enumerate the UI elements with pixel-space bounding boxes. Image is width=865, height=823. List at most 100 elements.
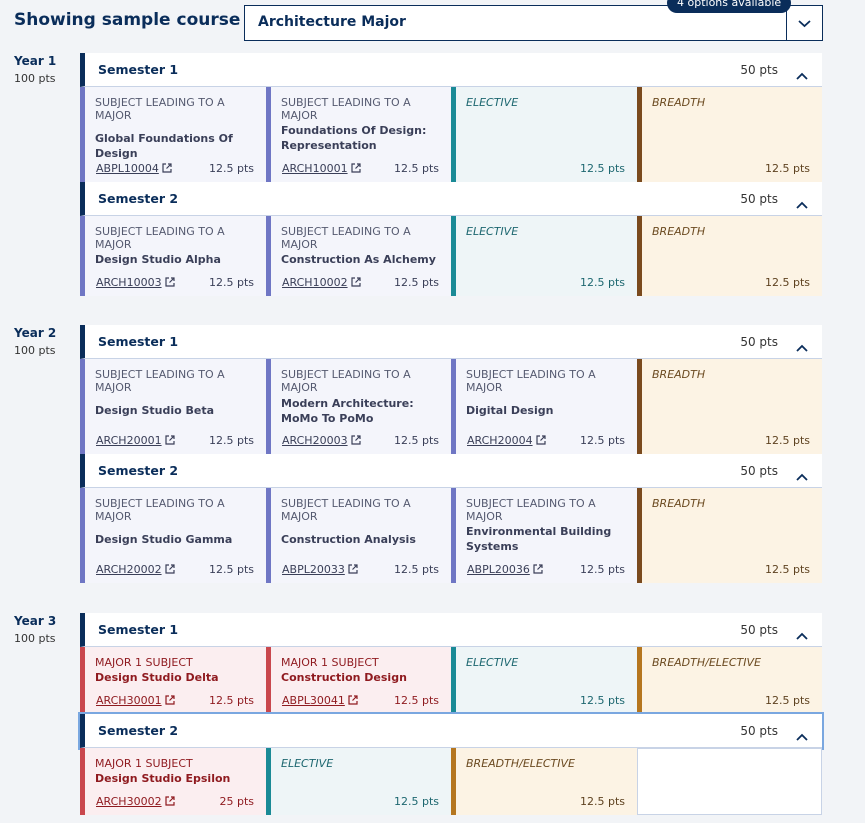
subject-points: 12.5 pts: [393, 795, 439, 808]
semester-points: 50 pts: [740, 192, 778, 206]
semester-header[interactable]: Semester 1 50 pts: [80, 53, 822, 87]
chevron-up: [796, 72, 808, 80]
subject-category: SUBJECT LEADING TO A MAJOR: [95, 96, 225, 122]
year-label: Year 3 100 pts: [14, 614, 56, 645]
subject-cell: SUBJECT LEADING TO A MAJOR Construction A…: [266, 488, 451, 583]
subject-code-link[interactable]: ARCH10001: [282, 162, 361, 175]
collapse-toggle[interactable]: [796, 65, 808, 84]
chevron-up: [796, 201, 808, 209]
semester-name: Semester 1: [98, 622, 179, 637]
subject-category: SUBJECT LEADING TO A MAJOR: [281, 225, 411, 251]
subject-points: 12.5 pts: [579, 694, 625, 707]
plan-select[interactable]: Architecture Major 4 options available: [244, 0, 823, 41]
subject-cell: BREADTH/ELECTIVE 12.5 pts: [451, 748, 637, 815]
subject-code-link[interactable]: ABPL20033: [282, 563, 358, 576]
semester-points: 50 pts: [740, 724, 778, 738]
subject-points: 12.5 pts: [579, 276, 625, 289]
external-link-icon: [164, 564, 175, 574]
year-name: Year 1: [14, 54, 57, 68]
external-link-icon: [162, 163, 172, 173]
subject-cell: MAJOR 1 SUBJECT Design Studio Epsilon ARCH…: [80, 748, 266, 815]
subject-points: 12.5 pts: [393, 694, 439, 707]
subject-category: ELECTIVE: [466, 225, 519, 238]
subject-points: 12.5 pts: [579, 434, 625, 447]
subject-points: 12.5 pts: [208, 162, 254, 175]
subject-category: SUBJECT LEADING TO A MAJOR: [466, 497, 596, 523]
subject-cell: SUBJECT LEADING TO A MAJOR Design Studio …: [80, 488, 266, 583]
external-link-icon: [164, 695, 175, 705]
chevron-up: [796, 473, 808, 481]
year-points: 100 pts: [14, 72, 56, 85]
external-link-icon: [535, 435, 546, 445]
subject-name: Construction As Alchemy: [281, 253, 436, 266]
subject-code-link[interactable]: ARCH30002: [96, 795, 175, 808]
subject-points: 12.5 pts: [208, 276, 254, 289]
subject-cell: BREADTH 12.5 pts: [637, 488, 822, 583]
subject-name: Design Studio Epsilon: [95, 772, 231, 785]
semester-name: Semester 2: [98, 191, 179, 206]
subject-code-link[interactable]: ABPL30041: [282, 694, 358, 707]
subject-points: 12.5 pts: [579, 162, 625, 175]
subject-code-link[interactable]: ARCH30001: [96, 694, 175, 707]
collapse-toggle[interactable]: [796, 726, 808, 745]
subject-cell: SUBJECT LEADING TO A MAJOR Global Foundat…: [80, 87, 266, 182]
semester-header[interactable]: Semester 2 50 pts: [80, 182, 822, 216]
subject-cell: SUBJECT LEADING TO A MAJOR Foundations Of…: [266, 87, 451, 182]
subject-category: BREADTH: [652, 96, 706, 109]
external-link-icon: [350, 163, 361, 173]
subject-code-link[interactable]: ABPL20036: [467, 563, 543, 576]
collapse-toggle[interactable]: [796, 625, 808, 644]
subject-name: Environmental Building Systems: [466, 525, 612, 553]
subject-code-link[interactable]: ARCH20001: [96, 434, 175, 447]
external-link-icon: [533, 564, 543, 574]
external-link-icon: [350, 277, 361, 287]
subject-cell: BREADTH 12.5 pts: [637, 87, 822, 182]
subject-points: 12.5 pts: [764, 276, 810, 289]
year-name: Year 3: [14, 614, 57, 628]
subject-points: 12.5 pts: [393, 162, 439, 175]
subject-category: MAJOR 1 SUBJECT: [281, 656, 379, 669]
collapse-toggle[interactable]: [796, 466, 808, 485]
subject-code-link[interactable]: ABPL10004: [96, 162, 172, 175]
subject-code-link[interactable]: ARCH20002: [96, 563, 175, 576]
subject-category: BREADTH/ELECTIVE: [652, 656, 761, 669]
subject-points: 12.5 pts: [208, 563, 254, 576]
semester-points: 50 pts: [740, 63, 778, 77]
subject-cell: SUBJECT LEADING TO A MAJOR Digital Design…: [451, 359, 637, 454]
subject-code-link[interactable]: ARCH10003: [96, 276, 175, 289]
dropdown-button[interactable]: [786, 6, 822, 40]
subject-points: 12.5 pts: [393, 276, 439, 289]
chevron-up: [796, 632, 808, 640]
subject-code-link[interactable]: ARCH10002: [282, 276, 361, 289]
subject-cell: ELECTIVE 12.5 pts: [451, 647, 637, 714]
collapse-toggle[interactable]: [796, 194, 808, 213]
subject-code-link[interactable]: ARCH20004: [467, 434, 546, 447]
plan-label: Showing sample course plan:: [14, 10, 295, 30]
selected-plan: Architecture Major: [258, 14, 406, 30]
subject-code-link[interactable]: ARCH20003: [282, 434, 361, 447]
subject-cell: SUBJECT LEADING TO A MAJOR Design Studio …: [80, 359, 266, 454]
semester-header[interactable]: Semester 1 50 pts: [80, 325, 822, 359]
subject-cell: BREADTH 12.5 pts: [637, 359, 822, 454]
subject-name: Digital Design: [466, 404, 554, 417]
subject-cell: SUBJECT LEADING TO A MAJOR Modern Archite…: [266, 359, 451, 454]
collapse-toggle[interactable]: [796, 337, 808, 356]
subject-category: MAJOR 1 SUBJECT: [95, 656, 193, 669]
semester-header[interactable]: Semester 2 50 pts: [78, 712, 824, 750]
external-link-icon: [164, 435, 175, 445]
semester-name: Semester 1: [98, 334, 179, 349]
subject-category: MAJOR 1 SUBJECT: [95, 757, 193, 770]
subject-cell: BREADTH 12.5 pts: [637, 216, 822, 296]
subject-points: 12.5 pts: [393, 563, 439, 576]
subject-name: Design Studio Gamma: [95, 533, 233, 546]
subject-cell: BREADTH/ELECTIVE 12.5 pts: [637, 647, 822, 714]
subject-category: ELECTIVE: [466, 96, 519, 109]
subject-points: 12.5 pts: [764, 563, 810, 576]
semester-header[interactable]: Semester 2 50 pts: [80, 454, 822, 488]
subject-points: 12.5 pts: [764, 162, 810, 175]
subject-name: Foundations Of Design: Representation: [281, 124, 427, 152]
subject-points: 12.5 pts: [764, 434, 810, 447]
semester-points: 50 pts: [740, 335, 778, 349]
semester-header[interactable]: Semester 1 50 pts: [80, 613, 822, 647]
